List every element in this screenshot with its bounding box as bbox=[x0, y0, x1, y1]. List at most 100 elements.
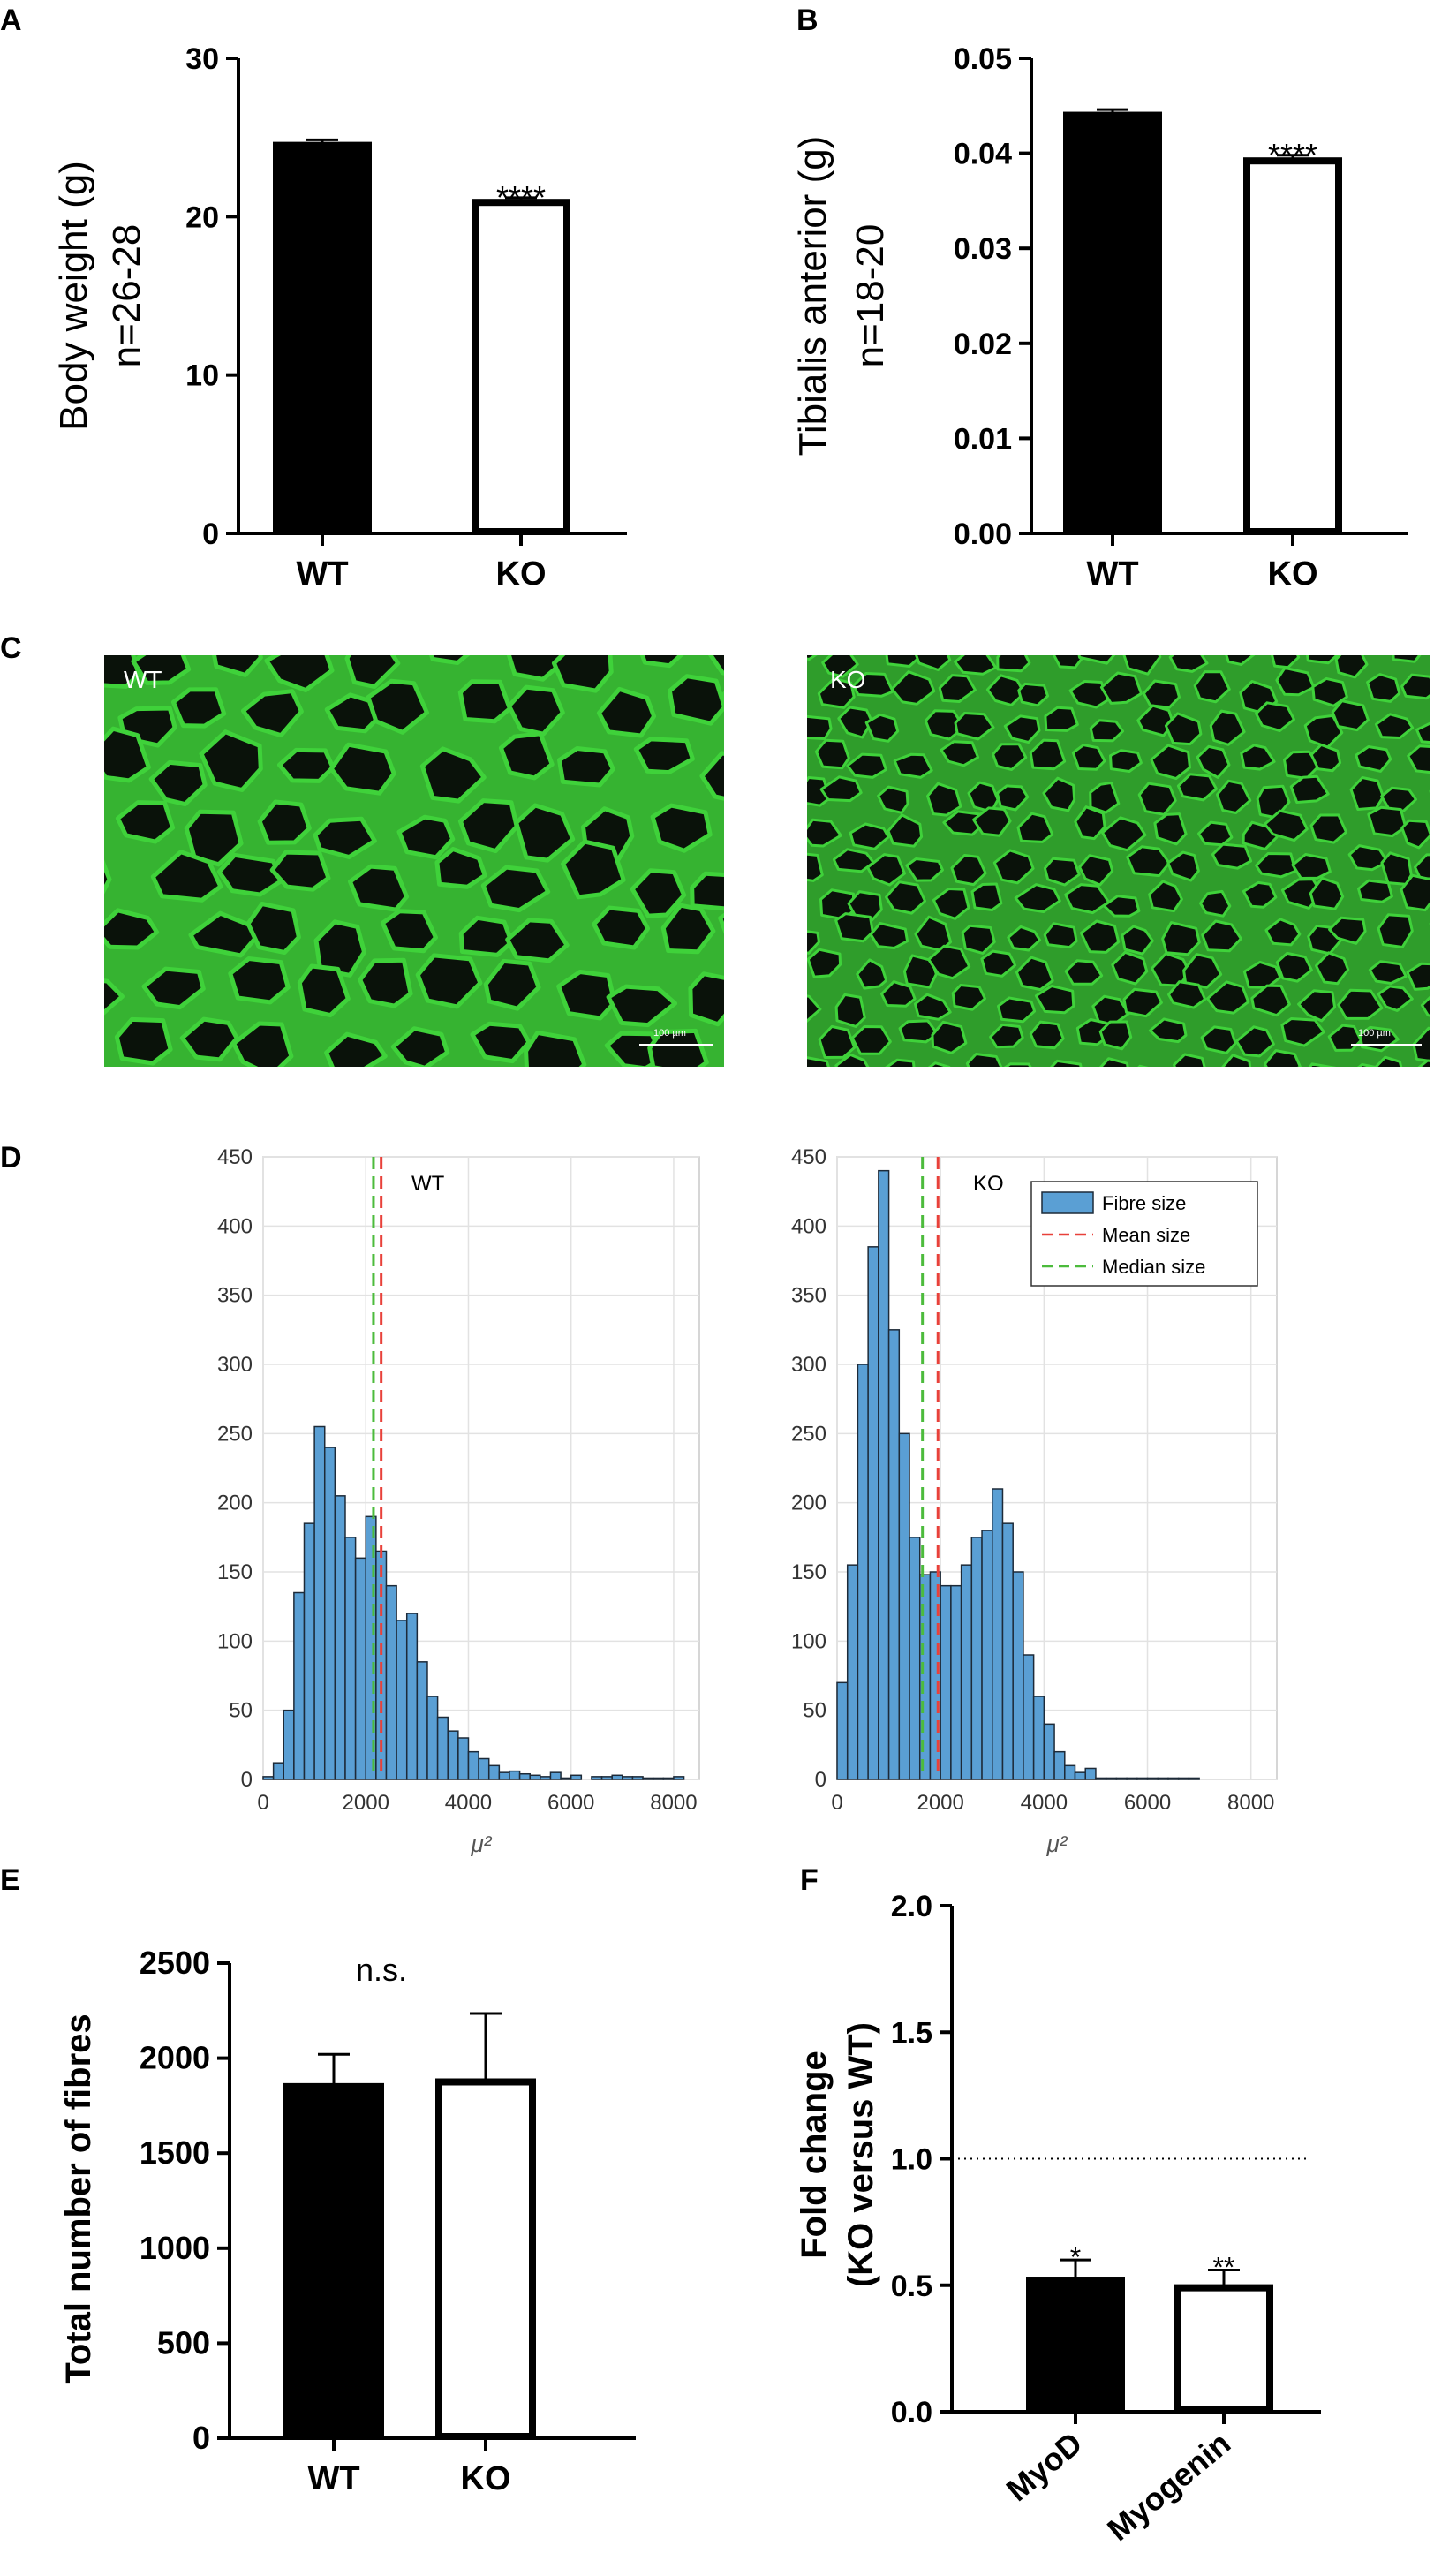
muscle-fibre bbox=[257, 799, 312, 845]
muscle-fibre bbox=[1291, 853, 1332, 880]
panel-label-c: C bbox=[0, 631, 22, 665]
muscle-fibre bbox=[931, 1020, 968, 1054]
muscle-fibre bbox=[1328, 916, 1367, 945]
muscle-fibre bbox=[245, 902, 301, 955]
muscle-fibre bbox=[1007, 925, 1042, 952]
muscle-fibre bbox=[970, 882, 1003, 911]
muscle-fibre bbox=[457, 679, 512, 724]
muscle-fibre bbox=[932, 888, 970, 920]
y-axis-label: Tibialis anterior (g) bbox=[791, 136, 834, 457]
scale-bar-label-wt: 100 µm bbox=[653, 1028, 686, 1039]
y-tick-label: 0.05 bbox=[954, 42, 1012, 76]
muscle-fibre bbox=[480, 865, 551, 913]
muscle-fibre bbox=[1122, 655, 1162, 676]
muscle-fibre bbox=[1074, 805, 1106, 841]
histogram-bin bbox=[652, 1777, 665, 1780]
muscle-fibre bbox=[1121, 925, 1154, 956]
muscle-fibre bbox=[1216, 779, 1252, 814]
muscle-fibre bbox=[1153, 812, 1188, 846]
muscle-fibre bbox=[905, 857, 944, 882]
histogram-bin bbox=[622, 1776, 634, 1780]
y-axis-label: (KO versus WT) bbox=[842, 2022, 880, 2287]
muscle-fibre bbox=[852, 672, 894, 698]
muscle-fibre bbox=[807, 655, 818, 661]
muscle-fibre bbox=[313, 816, 377, 859]
histogram-bin bbox=[293, 1591, 306, 1780]
muscle-fibre bbox=[1193, 670, 1231, 704]
muscle-fibre bbox=[1003, 714, 1041, 744]
y-tick-label: 1000 bbox=[140, 2230, 210, 2266]
muscle-fibre bbox=[1176, 773, 1218, 802]
chart-tibialis-anterior: 0.00 0.01 0.02 0.03 0.04 0.05 WT KO **** Tibialis… bbox=[791, 42, 1408, 593]
x-tick-label: 8000 bbox=[1227, 1791, 1274, 1815]
muscle-fibre bbox=[1101, 816, 1147, 852]
muscle-fibre bbox=[1042, 776, 1076, 812]
muscle-fibre bbox=[807, 930, 820, 955]
muscle-fibre bbox=[1015, 956, 1054, 992]
histogram-bin bbox=[303, 1522, 315, 1780]
histogram-bin bbox=[878, 1169, 890, 1780]
muscle-fibre bbox=[240, 689, 304, 738]
x-axis-label: μ² bbox=[1046, 1831, 1068, 1857]
histogram-bin bbox=[1146, 1777, 1159, 1780]
histogram-bin bbox=[867, 1246, 879, 1780]
muscle-fibre bbox=[1098, 1020, 1133, 1051]
muscle-fibre bbox=[505, 918, 570, 963]
muscle-fibre bbox=[1200, 1025, 1237, 1054]
scale-bar-wt bbox=[639, 1044, 713, 1046]
histogram-bin bbox=[272, 1762, 284, 1780]
muscle-fibre bbox=[561, 839, 626, 900]
y-tick-label: 100 bbox=[791, 1629, 826, 1653]
histogram-bin bbox=[642, 1777, 654, 1780]
muscle-fibre bbox=[114, 1016, 173, 1066]
histogram-bin bbox=[1177, 1777, 1190, 1780]
y-tick-label: 50 bbox=[229, 1699, 253, 1723]
muscle-fibre bbox=[1098, 1057, 1129, 1067]
muscle-fibre bbox=[1102, 895, 1141, 918]
muscle-fibre bbox=[1407, 744, 1430, 774]
muscle-fibre bbox=[1111, 950, 1149, 986]
bar-ko bbox=[435, 2078, 536, 2440]
muscle-fibre bbox=[1306, 655, 1340, 665]
muscle-fibre bbox=[1089, 719, 1125, 743]
muscle-fibre bbox=[807, 994, 822, 1023]
muscle-fibre bbox=[228, 956, 291, 1005]
muscle-fibre bbox=[1250, 984, 1291, 1017]
y-tick-label: 150 bbox=[791, 1560, 826, 1584]
muscle-fibre bbox=[1406, 962, 1430, 991]
x-tick-label: WT bbox=[307, 2460, 359, 2497]
muscle-fibre bbox=[1196, 744, 1231, 779]
histogram-bin bbox=[887, 1329, 901, 1780]
legend-label: Mean size bbox=[1102, 1224, 1190, 1246]
muscle-fibre bbox=[650, 803, 713, 853]
muscle-fibre bbox=[915, 655, 952, 671]
histogram-bin bbox=[344, 1537, 357, 1780]
bar-ko bbox=[472, 199, 570, 535]
muscle-fibre bbox=[1309, 813, 1347, 844]
muscle-fibre bbox=[880, 980, 917, 1008]
histogram-bin bbox=[262, 1776, 275, 1780]
histogram-bin bbox=[836, 1681, 849, 1780]
x-tick-label: KO bbox=[461, 2460, 511, 2497]
y-axis-label: Body weight (g) bbox=[52, 161, 95, 431]
muscle-fibre bbox=[606, 984, 678, 1028]
muscle-fibre bbox=[660, 903, 716, 955]
muscle-fibre bbox=[807, 776, 831, 807]
muscle-fibre bbox=[885, 655, 924, 668]
y-tick-label: 30 bbox=[185, 42, 219, 76]
histogram-bin bbox=[1105, 1777, 1118, 1780]
muscle-fibre bbox=[807, 714, 833, 740]
y-tick-label: 2.0 bbox=[891, 1890, 932, 1923]
muscle-fibre bbox=[1164, 712, 1203, 746]
muscle-fibre bbox=[1168, 655, 1209, 673]
micrograph-ko: KO 100 µm bbox=[807, 655, 1430, 1067]
histogram-label: WT bbox=[411, 1172, 445, 1196]
y-tick-label: 250 bbox=[217, 1422, 253, 1446]
y-tick-label: 0.00 bbox=[954, 517, 1012, 551]
y-tick-label: 0 bbox=[192, 2420, 210, 2456]
x-tick-label: WT bbox=[296, 555, 348, 593]
histogram-bin bbox=[1084, 1767, 1097, 1780]
histogram-bin bbox=[1023, 1654, 1035, 1780]
histogram-bin bbox=[509, 1770, 521, 1780]
muscle-fibre bbox=[141, 966, 206, 1010]
